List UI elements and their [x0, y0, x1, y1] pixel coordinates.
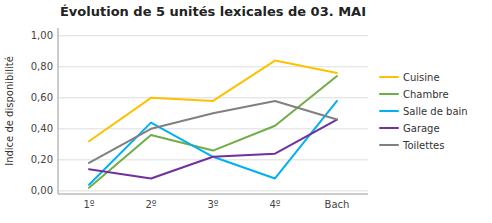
y-tick-label: 0,40	[31, 123, 53, 134]
legend-label: Cuisine	[403, 72, 440, 83]
series-line	[89, 101, 337, 163]
y-tick-label: 0,80	[31, 61, 53, 72]
grid-line	[58, 97, 368, 98]
title: Évolution de 5 unités lexicales de 03. M…	[60, 4, 366, 19]
y-tick-label: 1,00	[31, 30, 53, 41]
y-tick-label: 0,00	[31, 185, 53, 196]
y-axis-line	[58, 28, 59, 194]
legend-swatch	[380, 76, 398, 78]
y-tick-label: 0,20	[31, 154, 53, 165]
plot-area	[89, 61, 337, 188]
y-tick-label: 0,60	[31, 92, 53, 103]
grid-line	[58, 66, 368, 67]
chart: Évolution de 5 unités lexicales de 03. M…	[0, 0, 492, 223]
series-line	[89, 61, 337, 142]
series-line	[89, 76, 337, 188]
legend-swatch	[380, 110, 398, 112]
grid-line	[58, 159, 368, 160]
series-line	[89, 101, 337, 185]
y-axis-label: Indice de disponibilité	[4, 56, 15, 166]
legend-label: Garage	[403, 123, 440, 134]
x-tick-label: 1º	[83, 199, 94, 210]
x-tick-label: 4º	[269, 199, 280, 210]
series-line	[89, 120, 337, 179]
legend-swatch	[380, 93, 398, 95]
legend-label: Salle de bain	[403, 106, 468, 117]
legend-swatch	[380, 144, 398, 146]
legend-label: Chambre	[403, 89, 449, 100]
legend: Cuisine Chambre Salle de bain Garage Toilett…	[380, 72, 468, 151]
x-tick-label: 3º	[207, 199, 218, 210]
legend-swatch	[380, 127, 398, 129]
grid-line	[58, 35, 368, 36]
legend-label: Toilettes	[402, 140, 444, 151]
x-tick-label: Bach	[325, 199, 350, 210]
x-axis-line	[58, 194, 368, 195]
x-tick-label: 2º	[145, 199, 156, 210]
grid-line	[58, 190, 368, 191]
